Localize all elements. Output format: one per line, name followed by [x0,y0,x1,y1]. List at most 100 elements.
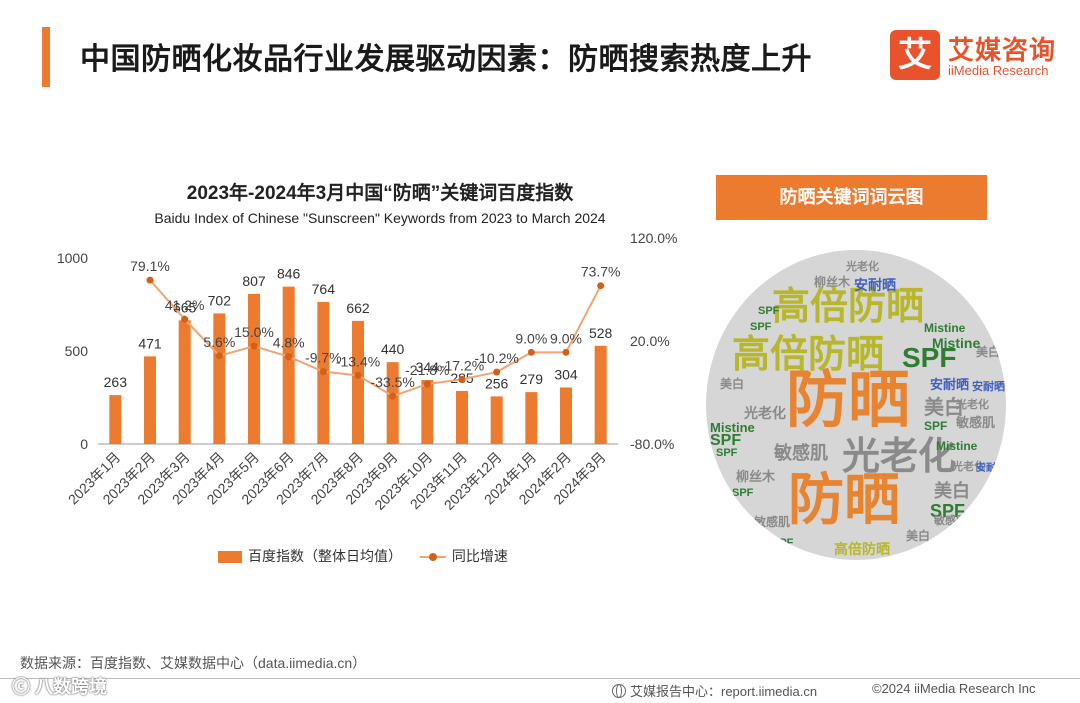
cloud-word: 美白 [924,397,964,419]
bar-value-label: 304 [554,366,578,382]
growth-rate-line [149,279,602,398]
word-cloud: 防晒 防晒 高倍防晒 高倍防晒 光老化 SPF SPF SPF SPF 美白 美… [706,250,1006,560]
cloud-word: SPF [758,305,780,317]
cloud-word: 高倍防晒 [732,334,885,376]
chart-title: 2023年-2024年3月中国“防晒”关键词百度指数 [186,183,574,204]
word-cloud-title: 防晒关键词词云图 [716,175,987,220]
cloud-word: SPF [902,342,957,373]
cloud-word: 光老化 [846,261,879,273]
growth-rate-point [146,276,154,284]
copyright: ©2024 iiMedia Research Inc [872,681,1036,696]
cloud-word: 光老化 [956,399,989,411]
logo-mark-icon: 艾 [890,30,940,80]
growth-rate-label: -17.2% [440,357,484,373]
growth-rate-label: 41.2% [165,297,205,313]
growth-rate-label: 5.6% [203,334,235,350]
cloud-word: 敏感肌 [956,415,996,430]
bar [352,320,364,444]
cloud-word: 美白 [720,377,745,391]
bar [386,362,399,444]
legend-bar-swatch [218,551,242,564]
cloud-word: 防晒 [786,366,911,435]
legend-item-line: 同比增速 [419,546,508,566]
growth-rate-label: 15.0% [234,324,274,340]
cloud-word: Mistine [936,439,978,453]
chart-subtitle: Baidu Index of Chinese "Sunscreen" Keywo… [154,210,606,226]
cloud-word: 安耐晒 [976,463,1006,474]
logo-english-name: iiMedia Research [948,63,1049,78]
logo-chinese-name: 艾媒咨询 [948,35,1057,65]
bar-value-label: 263 [104,374,128,390]
growth-rate-label: 9.0% [515,330,547,346]
growth-rate-point [354,371,362,379]
growth-rate-label: -33.5% [370,374,414,390]
growth-rate-point [493,368,501,376]
growth-rate-label: 9.0% [550,330,582,346]
growth-rate-label: -10.2% [474,350,518,366]
cloud-word: SPF [750,321,772,333]
cloud-word: SPF [924,419,948,433]
bar-value-label: 846 [277,266,301,282]
right-axis-tick-label: 20.0% [630,333,670,349]
bar [248,293,260,444]
bar [213,313,226,444]
growth-rate-point [319,368,327,376]
bar [109,395,122,444]
cloud-word: 美白 [934,481,970,501]
growth-rate-point [597,282,605,290]
page-title: 中国防晒化妆品行业发展驱动因素：防晒搜索热度上升 [80,43,812,76]
cloud-word: 光老化 [842,436,957,478]
bar-value-label: 279 [520,371,544,387]
legend-line-label: 同比增速 [451,548,508,564]
bar [282,286,295,444]
legend-bar-label: 百度指数（整体日均值） [248,548,402,564]
growth-rate-point [458,375,466,383]
cloud-word: 防晒 [788,468,900,531]
bar [421,380,434,444]
growth-rate-point [181,315,189,323]
growth-rate-point [215,352,223,360]
iimedia-logo[interactable]: 艾 艾媒咨询 iiMedia Research [890,30,1070,82]
legend-item-bar: 百度指数（整体日均值） [218,546,402,566]
bar-value-label: 440 [381,341,405,357]
cloud-word: 安耐晒 [854,277,896,293]
cloud-word: 柳丝木 [736,469,776,484]
cloud-word: Mistine [924,321,966,335]
left-axis-tick-label: 500 [65,343,89,359]
growth-rate-point [527,348,535,356]
growth-rate-point [389,392,397,400]
bar [525,392,538,444]
cloud-word: 高倍防晒 [834,541,890,557]
right-axis-tick-label: 120.0% [630,230,677,246]
left-axis-tick-label: 1000 [57,250,88,266]
chart-legend: 百度指数（整体日均值） 同比增速 [218,546,522,566]
growth-rate-point [250,342,258,350]
cloud-word: Mistine [710,420,755,435]
cloud-word: 敏感肌 [934,515,967,527]
cloud-word: SPF [772,537,794,549]
growth-rate-label: -9.7% [305,350,342,366]
cloud-word: SPF [716,447,738,459]
left-axis-tick-label: 0 [80,436,88,452]
bar-value-label: 471 [138,335,162,351]
cloud-word: SPF [732,487,754,499]
cloud-word: 敏感肌 [754,515,791,529]
title-accent-bar [42,27,50,87]
growth-rate-label: -13.4% [336,353,380,369]
globe-icon [612,684,626,698]
cloud-word: 美白 [906,529,931,543]
bar [490,396,503,444]
growth-rate-point [423,380,431,388]
bar [144,356,156,444]
bar [594,345,607,444]
cloud-word: 光老化 [952,461,985,473]
watermark: ⓒ 八数跨境 [12,677,108,697]
report-center-link[interactable]: 艾媒报告中心：report.iimedia.cn [612,681,817,700]
data-source-note: 数据来源：百度指数、艾媒数据中心（data.iimedia.cn） [20,655,367,671]
growth-rate-label: 4.8% [273,335,305,351]
cloud-word: 光老化 [744,405,786,421]
cloud-word: 安耐晒 [972,381,1005,393]
bar [560,387,572,444]
cloud-word: 高倍防晒 [772,286,925,328]
